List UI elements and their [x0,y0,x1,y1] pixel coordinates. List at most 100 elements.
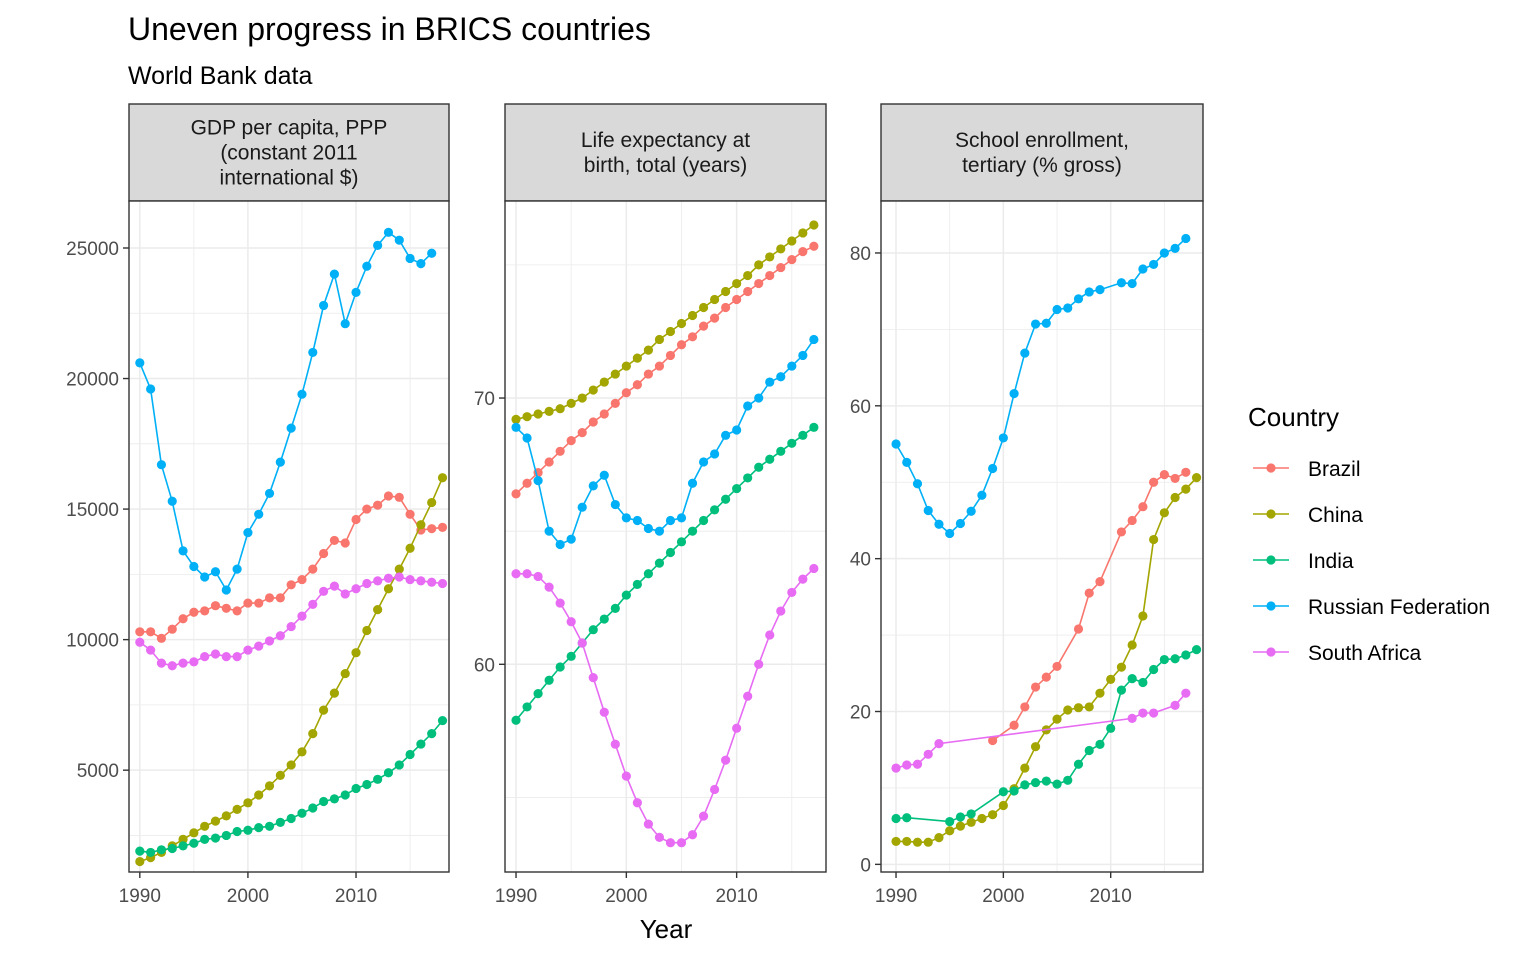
data-point [902,760,912,770]
data-point [297,389,307,399]
data-point [329,269,340,279]
data-point [665,515,676,526]
data-point [698,515,709,526]
data-point [743,473,753,483]
data-point [416,520,426,530]
data-point [178,546,188,556]
data-point [765,454,775,464]
data-point [1009,720,1019,730]
data-point [189,657,199,667]
data-point [167,661,177,671]
data-point [1138,708,1148,718]
series-south-africa [135,572,448,671]
data-point [221,603,231,613]
data-point [264,636,275,646]
data-point [1084,287,1094,297]
data-point [798,228,808,238]
data-point [809,422,819,432]
data-point [522,478,532,488]
data-point [1052,304,1062,315]
data-point [416,259,426,269]
data-point [632,579,642,590]
data-point [373,576,383,586]
data-point [1127,674,1137,684]
data-point [610,603,620,613]
data-point [787,236,797,246]
data-point [1138,264,1148,274]
data-point [1020,702,1030,712]
data-point [988,463,998,474]
data-point [809,241,819,251]
series-china [511,220,819,424]
data-point [297,574,307,585]
data-point [254,790,264,800]
data-point [1020,763,1030,773]
data-point [809,563,819,574]
data-point [427,729,437,739]
data-point [709,313,720,323]
data-point [765,270,775,281]
data-point [146,384,156,394]
data-point [665,350,676,361]
data-point [709,784,720,795]
data-point [394,492,404,502]
data-point [955,812,966,822]
data-point [1149,477,1159,487]
data-point [599,409,609,419]
data-point [643,569,654,579]
data-point [351,514,361,525]
data-point [599,707,609,717]
data-point [189,607,199,617]
data-point [1063,303,1073,313]
data-point [654,832,665,842]
data-point [945,826,955,836]
data-point [1116,662,1127,672]
data-point [1030,682,1041,692]
series-india [135,715,448,858]
data-point [1127,640,1137,650]
y-tick-label: 25000 [66,239,119,260]
series-line [139,231,433,592]
data-point [566,651,576,661]
series-india [891,645,1202,827]
data-point [588,385,598,395]
data-point [318,705,329,715]
data-point [351,584,361,594]
data-point [1020,348,1030,358]
data-point [566,398,576,408]
legend-item-south-africa: South Africa [1253,642,1422,665]
data-point [1181,467,1191,477]
data-point [555,539,565,550]
data-point [394,572,404,582]
data-point [966,809,976,819]
data-point [787,438,797,448]
series-brazil [135,491,448,643]
data-point [135,637,145,647]
data-point [610,398,620,408]
data-point [1116,527,1127,537]
data-point [912,759,923,769]
data-point [156,658,167,668]
data-point [1159,654,1169,665]
data-point [599,470,609,480]
data-point [427,524,437,534]
data-point [891,439,901,449]
data-point [934,833,944,843]
facet-strip-label: international $) [220,167,359,190]
data-point [1052,661,1062,672]
data-point [665,838,676,848]
data-point [264,781,275,791]
data-point [394,760,404,770]
x-tick-label: 2000 [982,886,1024,907]
data-point [809,220,819,230]
data-point [1063,705,1073,715]
data-point [1116,278,1127,288]
data-point [340,589,350,599]
data-point [232,564,242,574]
data-point [264,488,275,499]
data-point [988,810,998,820]
data-point [1030,777,1041,788]
data-point [654,526,665,536]
data-point [945,816,955,827]
